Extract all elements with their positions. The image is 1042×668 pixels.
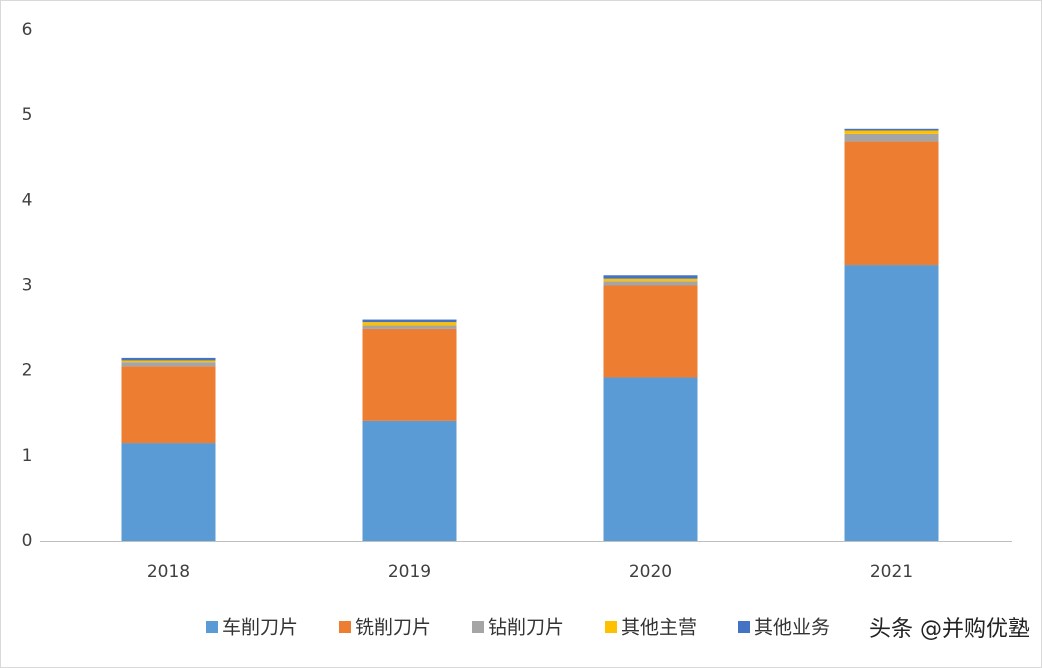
bar-segment: [603, 275, 698, 279]
legend-swatch: [738, 621, 750, 633]
bar-segment: [844, 265, 939, 541]
bar-segment: [121, 366, 216, 444]
bar-segment: [603, 281, 698, 286]
y-tick-label: 2: [22, 361, 33, 381]
y-tick-label: 4: [22, 190, 33, 210]
legend-label: 其他主营: [621, 617, 697, 639]
legend-label: 铣削刀片: [355, 617, 431, 639]
y-tick-label: 0: [22, 531, 33, 551]
y-tick-label: 3: [22, 276, 33, 296]
bar-segment: [603, 278, 698, 282]
bar-segment: [362, 319, 457, 323]
watermark: 头条 @并购优塾: [869, 617, 1030, 642]
legend-label: 车削刀片: [222, 617, 298, 639]
legend-label: 其他业务: [754, 617, 830, 639]
x-tick-label: 2019: [388, 562, 431, 582]
bar-segment: [121, 360, 216, 363]
bar-segment: [362, 325, 457, 329]
y-tick-label: 5: [22, 105, 33, 125]
bar-segment: [362, 328, 457, 421]
x-tick-label: 2018: [147, 562, 190, 582]
x-tick-label: 2020: [629, 562, 672, 582]
legend-swatch: [206, 621, 218, 633]
bar-segment: [844, 141, 939, 266]
bar-segment: [362, 420, 457, 541]
y-tick-label: 6: [22, 20, 33, 40]
bar-segment: [121, 362, 216, 367]
bar-segment: [121, 443, 216, 541]
bar-segment: [844, 133, 939, 142]
legend-label: 钻削刀片: [488, 617, 564, 639]
legend-swatch: [339, 621, 351, 633]
bar-segment: [362, 322, 457, 326]
bar-segment: [603, 377, 698, 541]
legend-swatch: [472, 621, 484, 633]
bar-segment: [121, 357, 216, 361]
bar-segment: [844, 130, 939, 134]
bar-segment: [603, 285, 698, 378]
legend-swatch: [605, 621, 617, 633]
x-tick-label: 2021: [870, 562, 913, 582]
y-tick-label: 1: [22, 446, 33, 466]
bar-segment: [844, 128, 939, 131]
